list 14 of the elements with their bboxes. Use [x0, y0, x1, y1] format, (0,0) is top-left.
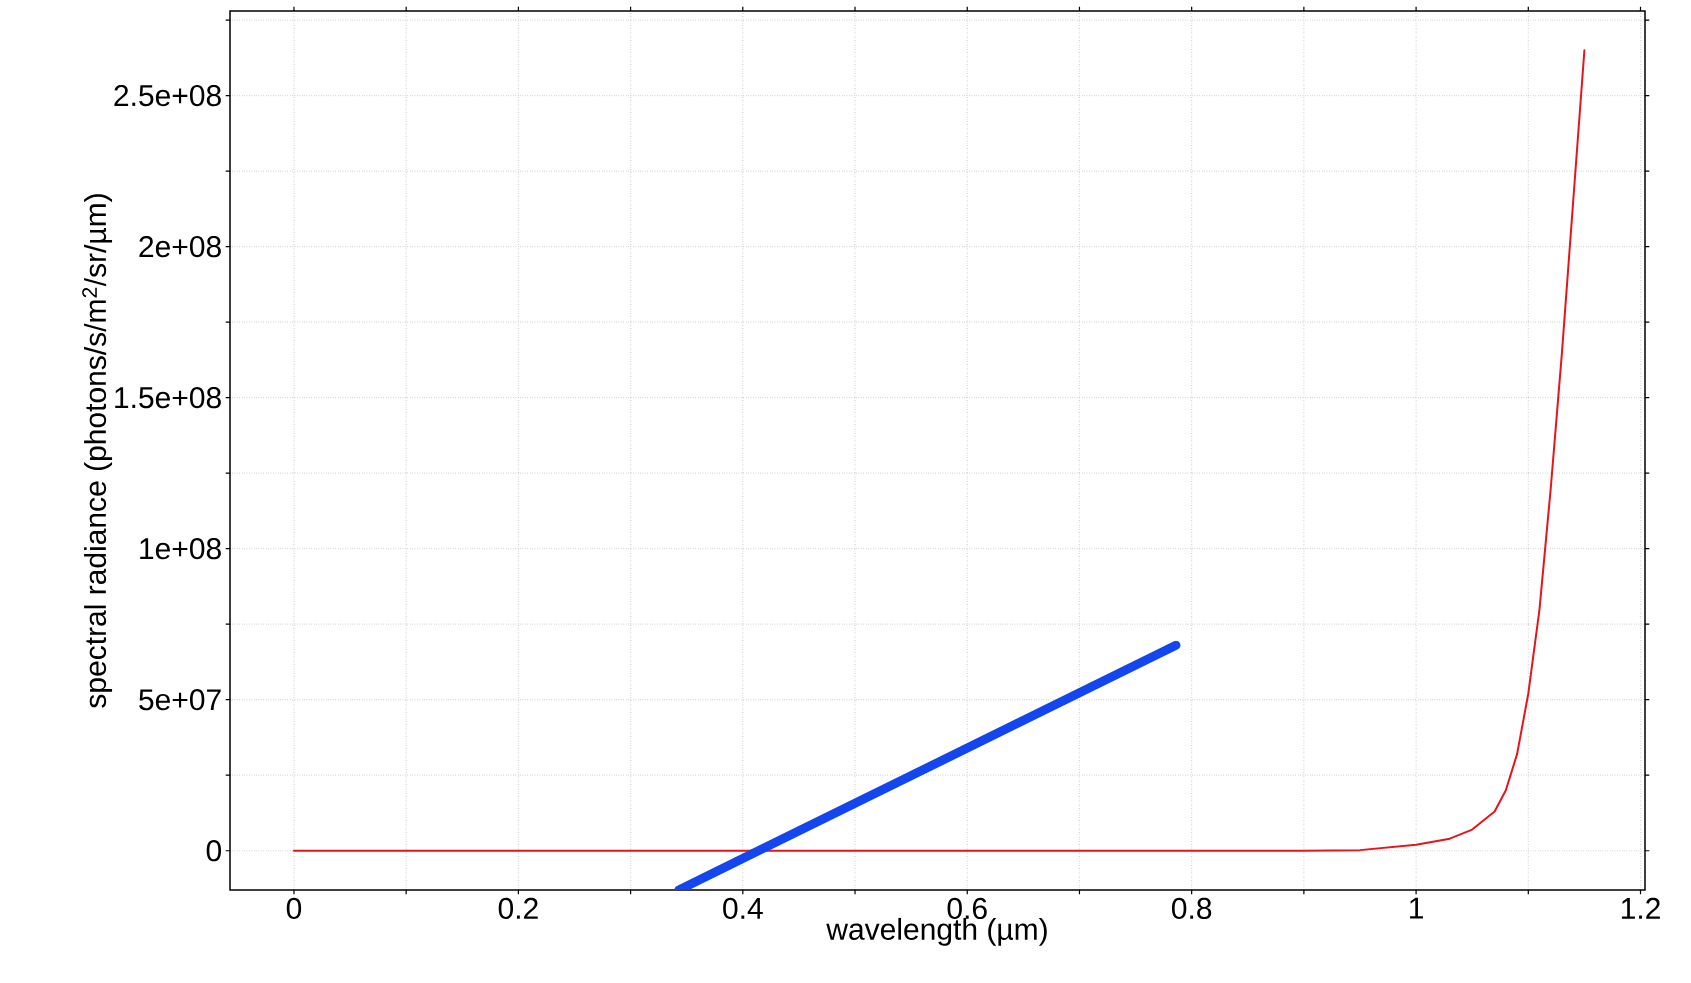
x-tick-label: 1.2 [1621, 897, 1660, 919]
y-tick-label: 1.5e+08 [115, 387, 221, 409]
y-tick-label: 0 [206, 840, 222, 862]
x-tick-label: 0.4 [723, 897, 763, 920]
y-axis-title: spectral radiance (photons/s/m$^{2}$/sr/µm) [82, 194, 113, 708]
y-tick-label: 1e+08 [140, 538, 221, 560]
x-tick-label: 0.2 [498, 897, 538, 920]
x-tick-label: 0.6 [947, 897, 987, 920]
x-tick-label: 0 [286, 897, 302, 920]
y-tick-label: 5e+07 [139, 689, 221, 711]
y-tick-label: 2e+08 [139, 235, 221, 258]
y-tick-label: 2.5e+08 [114, 84, 221, 107]
x-tick-label: 1 [1410, 897, 1423, 919]
x-tick-label: 0.8 [1171, 897, 1212, 920]
